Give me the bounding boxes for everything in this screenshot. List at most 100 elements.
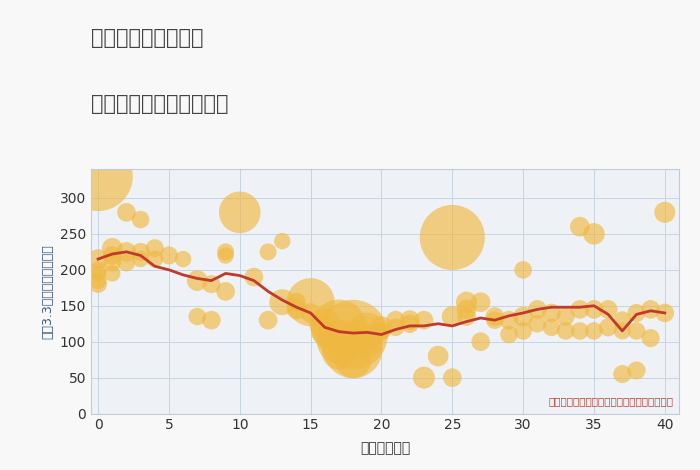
Point (517, 313, 528, 321)
Point (376, 323, 387, 331)
Point (617, 327, 628, 335)
Point (92, 270, 104, 277)
Point (517, 266, 528, 274)
Point (645, 306, 657, 313)
Point (617, 316, 628, 324)
Point (589, 327, 600, 335)
Point (248, 273, 260, 281)
Point (276, 237, 288, 245)
Point (659, 209, 671, 216)
Point (461, 306, 472, 313)
Point (135, 248, 146, 256)
Point (631, 327, 642, 335)
Point (149, 255, 160, 263)
Point (106, 259, 118, 266)
Point (461, 298, 472, 306)
Point (574, 306, 585, 313)
Point (206, 281, 217, 288)
Point (589, 230, 600, 238)
Point (319, 320, 330, 328)
Point (447, 234, 458, 241)
Point (106, 252, 118, 259)
Y-axis label: 坪（3.3㎡）単価（万円）: 坪（3.3㎡）単価（万円） (41, 244, 54, 339)
Point (532, 320, 543, 328)
Point (574, 327, 585, 335)
Point (121, 259, 132, 266)
Point (347, 345, 358, 352)
Point (517, 327, 528, 335)
Point (234, 209, 246, 216)
Text: 東京都江東区南砂の: 東京都江東区南砂の (91, 28, 204, 48)
Point (362, 327, 373, 335)
Point (262, 248, 274, 256)
Point (603, 323, 614, 331)
Point (220, 248, 231, 256)
Point (503, 316, 514, 324)
Point (333, 323, 344, 331)
Point (121, 209, 132, 216)
Point (333, 338, 344, 345)
Point (106, 270, 118, 277)
Point (603, 306, 614, 313)
Point (447, 374, 458, 382)
Point (503, 331, 514, 338)
Point (645, 334, 657, 342)
Point (290, 306, 302, 313)
Point (461, 313, 472, 321)
Point (206, 316, 217, 324)
Point (489, 313, 500, 321)
Point (475, 338, 486, 345)
Point (192, 277, 203, 284)
Point (135, 216, 146, 223)
Point (220, 288, 231, 295)
Point (447, 313, 458, 321)
Point (305, 309, 316, 317)
Point (489, 316, 500, 324)
Point (589, 306, 600, 313)
Point (135, 255, 146, 263)
Point (149, 244, 160, 252)
Point (574, 223, 585, 230)
Point (192, 313, 203, 321)
Point (362, 338, 373, 345)
Point (178, 255, 189, 263)
Point (347, 356, 358, 363)
Point (617, 370, 628, 378)
Point (560, 327, 571, 335)
Point (305, 298, 316, 306)
Point (560, 313, 571, 321)
Point (404, 316, 415, 324)
Point (532, 306, 543, 313)
Point (262, 316, 274, 324)
Point (163, 252, 174, 259)
Point (376, 327, 387, 335)
Point (419, 316, 430, 324)
Point (475, 298, 486, 306)
Point (92, 281, 104, 288)
Point (290, 298, 302, 306)
Point (220, 252, 231, 259)
Point (347, 331, 358, 338)
Point (631, 309, 642, 317)
Point (92, 172, 104, 180)
Point (404, 320, 415, 328)
Point (106, 244, 118, 252)
Point (333, 349, 344, 356)
Point (319, 327, 330, 335)
Point (419, 374, 430, 382)
Point (546, 323, 557, 331)
Point (631, 367, 642, 374)
Point (276, 298, 288, 306)
Point (92, 277, 104, 284)
Text: 円の大きさは、取引のあった物件面積を示す: 円の大きさは、取引のあった物件面積を示す (548, 396, 673, 406)
Point (92, 255, 104, 263)
Text: 築年数別中古戸建て価格: 築年数別中古戸建て価格 (91, 94, 228, 114)
Point (92, 266, 104, 274)
Point (390, 316, 401, 324)
Point (546, 309, 557, 317)
Point (390, 323, 401, 331)
Point (121, 248, 132, 256)
Point (659, 309, 671, 317)
Point (433, 352, 444, 360)
X-axis label: 築年数（年）: 築年数（年） (360, 441, 410, 455)
